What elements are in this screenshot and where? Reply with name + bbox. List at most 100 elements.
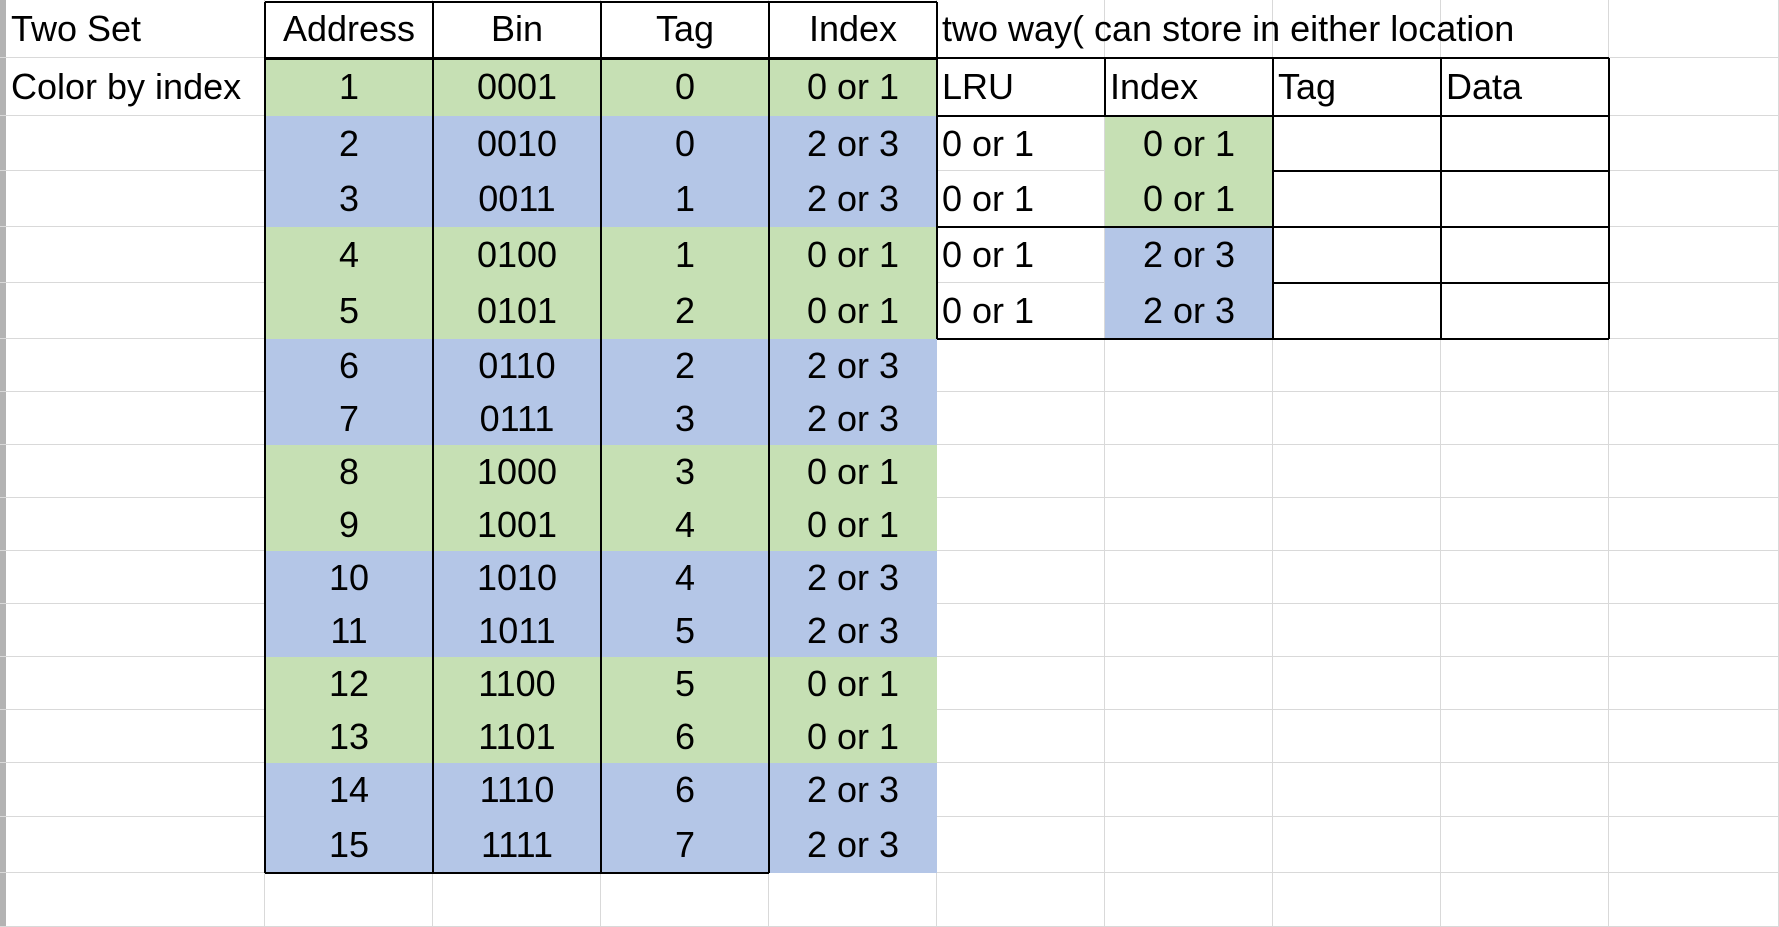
address-table-cell-bin[interactable]: 1110 (433, 763, 601, 817)
cache-table-cell-tag[interactable] (1273, 171, 1441, 227)
cache-table-cell-lru[interactable]: 0 or 1 (942, 178, 1035, 219)
address-table-cell-index[interactable]: 2 or 3 (769, 339, 937, 392)
table-border (936, 2, 938, 58)
address-table-cell-index[interactable]: 2 or 3 (769, 116, 937, 171)
address-table-cell-index[interactable]: 2 or 3 (769, 392, 937, 445)
cache-table-cell-index[interactable]: 2 or 3 (1105, 227, 1273, 283)
address-table-cell-tag[interactable]: 4 (601, 551, 769, 604)
address-table-cell-index[interactable]: 0 or 1 (769, 58, 937, 116)
header-tag[interactable]: Tag (655, 8, 715, 49)
cache-header-index[interactable]: Index (1110, 66, 1199, 107)
cache-table-cell-tag[interactable] (1273, 283, 1441, 339)
gridline-vertical (1272, 0, 1273, 927)
address-table-cell-address[interactable]: 4 (265, 227, 433, 283)
address-table-cell-bin[interactable]: 1100 (433, 657, 601, 710)
address-table-cell-bin[interactable]: 0111 (433, 392, 601, 445)
address-table-cell-index[interactable]: 0 or 1 (769, 498, 937, 551)
address-table-cell-tag[interactable]: 6 (601, 710, 769, 763)
address-table-cell-index[interactable]: 2 or 3 (769, 817, 937, 873)
address-table-cell-bin[interactable]: 1011 (433, 604, 601, 657)
address-table-cell-bin[interactable]: 0101 (433, 283, 601, 339)
address-table-cell-address[interactable]: 12 (265, 657, 433, 710)
table-border (264, 2, 266, 873)
label-two-set[interactable]: Two Set (11, 8, 142, 49)
address-table-cell-tag[interactable]: 1 (601, 227, 769, 283)
address-table-cell-address[interactable]: 9 (265, 498, 433, 551)
address-table-cell-bin[interactable]: 1101 (433, 710, 601, 763)
address-table-cell-bin[interactable]: 1010 (433, 551, 601, 604)
address-table-cell-bin[interactable]: 0100 (433, 227, 601, 283)
label-color-by-index[interactable]: Color by index (11, 66, 242, 107)
cache-header-lru[interactable]: LRU (942, 66, 1015, 107)
address-table-cell-tag[interactable]: 5 (601, 657, 769, 710)
address-table-cell-tag[interactable]: 4 (601, 498, 769, 551)
address-table-cell-index[interactable]: 0 or 1 (769, 445, 937, 498)
address-table-cell-index[interactable]: 2 or 3 (769, 763, 937, 817)
address-table-cell-index[interactable]: 0 or 1 (769, 283, 937, 339)
address-table-cell-index[interactable]: 0 or 1 (769, 710, 937, 763)
address-table-cell-address[interactable]: 1 (265, 58, 433, 116)
row-header-strip (0, 0, 6, 927)
address-table-cell-bin[interactable]: 1111 (433, 817, 601, 873)
table-border (432, 2, 434, 873)
table-border (600, 2, 602, 873)
address-table-cell-bin[interactable]: 0110 (433, 339, 601, 392)
gridline-vertical (1440, 0, 1441, 927)
address-table-cell-bin[interactable]: 0010 (433, 116, 601, 171)
address-table-cell-tag[interactable]: 1 (601, 171, 769, 227)
cache-table-cell-tag[interactable] (1273, 116, 1441, 171)
address-table-cell-address[interactable]: 13 (265, 710, 433, 763)
address-table-cell-tag[interactable]: 5 (601, 604, 769, 657)
address-table-cell-address[interactable]: 8 (265, 445, 433, 498)
cache-table-cell-lru[interactable]: 0 or 1 (942, 234, 1035, 275)
address-table-cell-address[interactable]: 15 (265, 817, 433, 873)
address-table-cell-address[interactable]: 7 (265, 392, 433, 445)
address-table-cell-address[interactable]: 6 (265, 339, 433, 392)
table-border (1272, 58, 1274, 339)
table-border (1608, 58, 1610, 339)
address-table-cell-index[interactable]: 0 or 1 (769, 227, 937, 283)
address-table-cell-tag[interactable]: 3 (601, 392, 769, 445)
address-table-cell-bin[interactable]: 1001 (433, 498, 601, 551)
address-table-cell-tag[interactable]: 0 (601, 58, 769, 116)
address-table-cell-address[interactable]: 3 (265, 171, 433, 227)
address-table-cell-bin[interactable]: 0001 (433, 58, 601, 116)
label-two-way[interactable]: two way( can store in either location (942, 8, 1515, 49)
cache-table-cell-lru[interactable]: 0 or 1 (942, 122, 1035, 164)
address-table-cell-tag[interactable]: 3 (601, 445, 769, 498)
address-table-cell-address[interactable]: 2 (265, 116, 433, 171)
address-table-cell-index[interactable]: 0 or 1 (769, 657, 937, 710)
cache-table-cell-data[interactable] (1441, 227, 1609, 283)
cache-header-data[interactable]: Data (1446, 66, 1523, 107)
cache-table-cell-index[interactable]: 2 or 3 (1105, 283, 1273, 339)
table-border (937, 338, 1609, 340)
cache-table-cell-data[interactable] (1441, 116, 1609, 171)
cache-table-cell-index[interactable]: 0 or 1 (1105, 171, 1273, 227)
header-bin[interactable]: Bin (490, 8, 544, 49)
address-table-cell-address[interactable]: 10 (265, 551, 433, 604)
address-table-cell-tag[interactable]: 0 (601, 116, 769, 171)
address-table-cell-tag[interactable]: 2 (601, 283, 769, 339)
cache-table-cell-data[interactable] (1441, 171, 1609, 227)
cache-table-cell-tag[interactable] (1273, 227, 1441, 283)
address-table-cell-tag[interactable]: 2 (601, 339, 769, 392)
address-table-cell-bin[interactable]: 1000 (433, 445, 601, 498)
address-table-cell-tag[interactable]: 6 (601, 763, 769, 817)
address-table-cell-index[interactable]: 2 or 3 (769, 551, 937, 604)
address-table-cell-address[interactable]: 14 (265, 763, 433, 817)
cache-table-cell-lru[interactable]: 0 or 1 (942, 290, 1035, 331)
table-border (768, 2, 770, 873)
address-table-cell-tag[interactable]: 7 (601, 817, 769, 873)
cache-table-cell-index[interactable]: 0 or 1 (1105, 116, 1273, 171)
table-border (1440, 58, 1442, 339)
address-table-cell-index[interactable]: 2 or 3 (769, 171, 937, 227)
cache-header-tag[interactable]: Tag (1278, 66, 1337, 107)
header-address[interactable]: Address (282, 8, 416, 49)
header-index[interactable]: Index (808, 8, 898, 49)
cache-table-cell-data[interactable] (1441, 283, 1609, 339)
address-table-cell-index[interactable]: 2 or 3 (769, 604, 937, 657)
address-table-cell-address[interactable]: 11 (265, 604, 433, 657)
address-table-cell-address[interactable]: 5 (265, 283, 433, 339)
address-table-cell-bin[interactable]: 0011 (433, 171, 601, 227)
